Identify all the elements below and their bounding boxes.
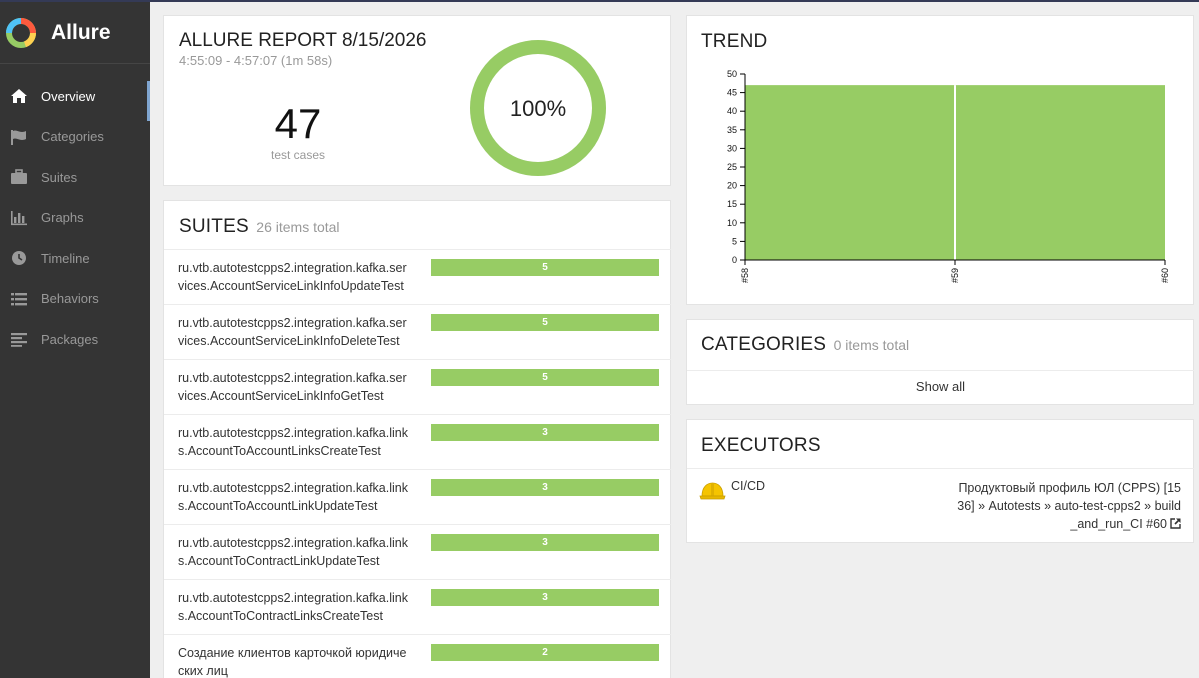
trend-x-tick-label: #60 bbox=[1160, 268, 1170, 283]
suite-name: Создание клиентов карточкой юридических … bbox=[178, 646, 407, 678]
suites-widget: SUITES 26 items total ru.vtb.autotestcpp… bbox=[163, 200, 671, 678]
trend-chart[interactable]: 0 5 10 15 20 25 30 35 40 45 50 #58 #59 #60 bbox=[687, 16, 1193, 304]
trend-y-tick-label: 10 bbox=[727, 218, 737, 228]
flag-icon bbox=[9, 128, 29, 146]
test-case-label: test cases bbox=[270, 148, 326, 162]
sidebar-item-label: Suites bbox=[41, 169, 78, 185]
trend-y-tick-label: 5 bbox=[732, 236, 737, 246]
clock-icon bbox=[9, 249, 29, 267]
brand-name: Allure bbox=[51, 20, 111, 44]
trend-x-tick-label: #58 bbox=[740, 268, 750, 283]
sidebar-item-label: Graphs bbox=[41, 210, 84, 226]
categories-header: CATEGORIES 0 items total bbox=[701, 334, 909, 356]
trend-y-tick-label: 15 bbox=[727, 199, 737, 209]
briefcase-icon bbox=[9, 168, 29, 186]
suite-passed-bar: 3 bbox=[431, 479, 659, 496]
sidebar-item-graphs[interactable]: Graphs bbox=[0, 198, 150, 239]
suite-passed-bar: 5 bbox=[431, 369, 659, 386]
categories-widget: CATEGORIES 0 items total Show all bbox=[686, 319, 1194, 405]
sidebar-item-label: Timeline bbox=[41, 250, 90, 266]
executor-row: CI/CD Продуктовый профиль ЮЛ (CPPS) [153… bbox=[687, 468, 1194, 542]
sidebar-item-label: Overview bbox=[41, 88, 96, 104]
trend-widget: TREND 0 5 10 15 20 25 30 35 40 45 50 #58 #59 #60 bbox=[686, 15, 1194, 305]
suite-passed-bar: 3 bbox=[431, 589, 659, 606]
sidebar: Allure Overview Categories Suites Graphs… bbox=[0, 2, 150, 678]
suite-name: ru.vtb.autotestcpps2.integration.kafka.l… bbox=[178, 481, 408, 513]
hard-hat-icon bbox=[699, 482, 726, 500]
sidebar-item-label: Behaviors bbox=[41, 291, 99, 307]
test-case-count: 47 bbox=[274, 100, 322, 147]
suite-name: ru.vtb.autotestcpps2.integration.kafka.s… bbox=[178, 316, 407, 348]
categories-count: 0 items total bbox=[833, 337, 910, 353]
suites-header: SUITES 26 items total bbox=[179, 216, 340, 238]
suite-row[interactable]: ru.vtb.autotestcpps2.integration.kafka.l… bbox=[164, 414, 671, 469]
executor-build-link[interactable]: Продуктовый профиль ЮЛ (CPPS) [1536] » A… bbox=[955, 479, 1181, 533]
suites-count: 26 items total bbox=[256, 219, 340, 235]
allure-logo-icon bbox=[6, 17, 36, 48]
report-time: 4:55:09 - 4:57:07 (1m 58s) bbox=[179, 53, 333, 68]
pass-rate-arc bbox=[470, 40, 606, 176]
pass-rate-ring[interactable]: 100% bbox=[468, 38, 608, 178]
sidebar-item-behaviors[interactable]: Behaviors bbox=[0, 279, 150, 320]
trend-y-tick-label: 50 bbox=[727, 69, 737, 79]
show-all-button[interactable]: Show all bbox=[687, 370, 1194, 405]
suite-passed-bar: 5 bbox=[431, 259, 659, 276]
suite-passed-bar: 5 bbox=[431, 314, 659, 331]
trend-y-tick-label: 25 bbox=[727, 162, 737, 172]
suite-row[interactable]: ru.vtb.autotestcpps2.integration.kafka.l… bbox=[164, 469, 671, 524]
suite-name: ru.vtb.autotestcpps2.integration.kafka.s… bbox=[178, 261, 407, 293]
external-link-icon bbox=[1170, 518, 1181, 529]
report-title: ALLURE REPORT 8/15/2026 bbox=[179, 30, 427, 51]
sidebar-item-timeline[interactable]: Timeline bbox=[0, 238, 150, 279]
sidebar-item-label: Packages bbox=[41, 331, 99, 347]
trend-y-tick-label: 0 bbox=[732, 255, 737, 265]
brand[interactable]: Allure bbox=[0, 2, 150, 64]
suite-passed-bar: 2 bbox=[431, 644, 659, 661]
bar-chart-icon bbox=[9, 209, 29, 227]
suite-name: ru.vtb.autotestcpps2.integration.kafka.l… bbox=[178, 591, 408, 623]
suite-name: ru.vtb.autotestcpps2.integration.kafka.l… bbox=[178, 426, 408, 458]
suite-passed-bar: 3 bbox=[431, 534, 659, 551]
suite-row[interactable]: ru.vtb.autotestcpps2.integration.kafka.s… bbox=[164, 249, 671, 304]
sidebar-item-overview[interactable]: Overview bbox=[0, 76, 150, 121]
suite-row[interactable]: ru.vtb.autotestcpps2.integration.kafka.s… bbox=[164, 304, 671, 359]
executor-name: CI/CD bbox=[731, 479, 766, 493]
trend-x-tick-label: #59 bbox=[950, 268, 960, 283]
suite-row[interactable]: ru.vtb.autotestcpps2.integration.kafka.l… bbox=[164, 524, 671, 579]
sidebar-item-suites[interactable]: Suites bbox=[0, 157, 150, 198]
trend-y-tick-label: 35 bbox=[727, 125, 737, 135]
suite-row[interactable]: ru.vtb.autotestcpps2.integration.kafka.s… bbox=[164, 359, 671, 414]
trend-y-tick-label: 30 bbox=[727, 143, 737, 153]
trend-y-tick-label: 20 bbox=[727, 181, 737, 191]
categories-title: CATEGORIES bbox=[701, 334, 827, 355]
sidebar-item-packages[interactable]: Packages bbox=[0, 319, 150, 360]
trend-title: TREND bbox=[701, 31, 768, 52]
suites-title: SUITES bbox=[179, 216, 249, 237]
home-icon bbox=[9, 87, 29, 105]
sidebar-item-categories[interactable]: Categories bbox=[0, 117, 150, 158]
align-left-icon bbox=[9, 330, 29, 348]
summary-widget: ALLURE REPORT 8/15/2026 4:55:09 - 4:57:0… bbox=[163, 15, 671, 186]
trend-y-tick-label: 45 bbox=[727, 88, 737, 98]
suite-row[interactable]: ru.vtb.autotestcpps2.integration.kafka.l… bbox=[164, 579, 671, 634]
executor-build-text: Продуктовый профиль ЮЛ (CPPS) [1536] » A… bbox=[957, 481, 1181, 531]
executors-title: EXECUTORS bbox=[701, 435, 821, 456]
trend-y-tick-label: 40 bbox=[727, 106, 737, 116]
executors-widget: EXECUTORS CI/CD Продуктовый профиль ЮЛ (… bbox=[686, 419, 1194, 543]
suite-name: ru.vtb.autotestcpps2.integration.kafka.l… bbox=[178, 536, 408, 568]
sidebar-item-label: Categories bbox=[41, 129, 104, 145]
suite-name: ru.vtb.autotestcpps2.integration.kafka.s… bbox=[178, 371, 407, 403]
list-icon bbox=[9, 290, 29, 308]
pass-rate-percent: 100% bbox=[510, 96, 566, 121]
suite-passed-bar: 3 bbox=[431, 424, 659, 441]
top-border bbox=[0, 0, 1199, 2]
suite-row[interactable]: Создание клиентов карточкой юридических … bbox=[164, 634, 671, 678]
